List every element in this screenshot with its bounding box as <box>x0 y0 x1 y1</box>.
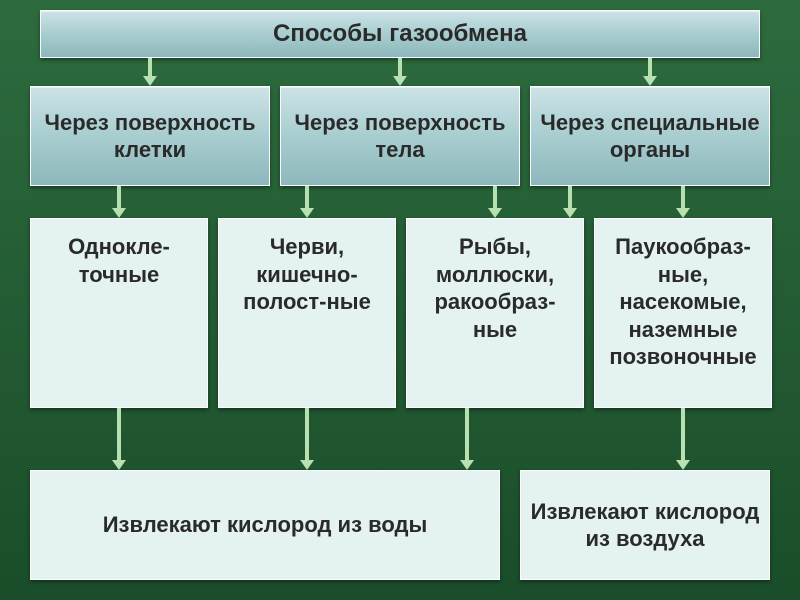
arrow-stem <box>117 408 121 460</box>
arrow-stem <box>148 58 152 76</box>
arrow-stem <box>398 58 402 76</box>
arrow-stem <box>493 186 497 208</box>
arrow-down-icon <box>300 208 314 218</box>
organism-label: Паукообраз-ные, насекомые, наземные позв… <box>601 233 765 371</box>
arrow-stem <box>681 186 685 208</box>
extraction-air: Извлекают кислород из воздуха <box>520 470 770 580</box>
arrow-stem <box>681 408 685 460</box>
arrow-stem <box>305 186 309 208</box>
arrow-down-icon <box>643 76 657 86</box>
organism-worms: Черви, кишечно-полост-ные <box>218 218 396 408</box>
arrow-down-icon <box>488 208 502 218</box>
diagram-canvas: Способы газообмена Через поверхность кле… <box>0 0 800 600</box>
organism-label: Черви, кишечно-полост-ные <box>225 233 389 316</box>
organism-fish: Рыбы, моллюски, ракообраз-ные <box>406 218 584 408</box>
arrow-stem <box>117 186 121 208</box>
method-label: Через специальные органы <box>537 109 763 164</box>
extraction-label: Извлекают кислород из воды <box>103 511 428 539</box>
arrow-down-icon <box>460 460 474 470</box>
arrow-stem <box>568 186 572 208</box>
method-label: Через поверхность клетки <box>37 109 263 164</box>
arrow-down-icon <box>112 460 126 470</box>
title-text: Способы газообмена <box>273 19 527 49</box>
organism-label: Рыбы, моллюски, ракообраз-ные <box>413 233 577 343</box>
arrow-down-icon <box>676 208 690 218</box>
method-label: Через поверхность тела <box>287 109 513 164</box>
arrow-down-icon <box>563 208 577 218</box>
extraction-label: Извлекают кислород из воздуха <box>527 498 763 553</box>
arrow-down-icon <box>300 460 314 470</box>
method-body-surface: Через поверхность тела <box>280 86 520 186</box>
organism-arachnids: Паукообраз-ные, насекомые, наземные позв… <box>594 218 772 408</box>
arrow-down-icon <box>676 460 690 470</box>
arrow-stem <box>465 408 469 460</box>
arrow-down-icon <box>143 76 157 86</box>
arrow-stem <box>648 58 652 76</box>
arrow-stem <box>305 408 309 460</box>
method-cell-surface: Через поверхность клетки <box>30 86 270 186</box>
extraction-water: Извлекают кислород из воды <box>30 470 500 580</box>
method-special-organs: Через специальные органы <box>530 86 770 186</box>
title-box: Способы газообмена <box>40 10 760 58</box>
organism-label: Однокле-точные <box>37 233 201 288</box>
arrow-down-icon <box>112 208 126 218</box>
organism-unicellular: Однокле-точные <box>30 218 208 408</box>
arrow-down-icon <box>393 76 407 86</box>
